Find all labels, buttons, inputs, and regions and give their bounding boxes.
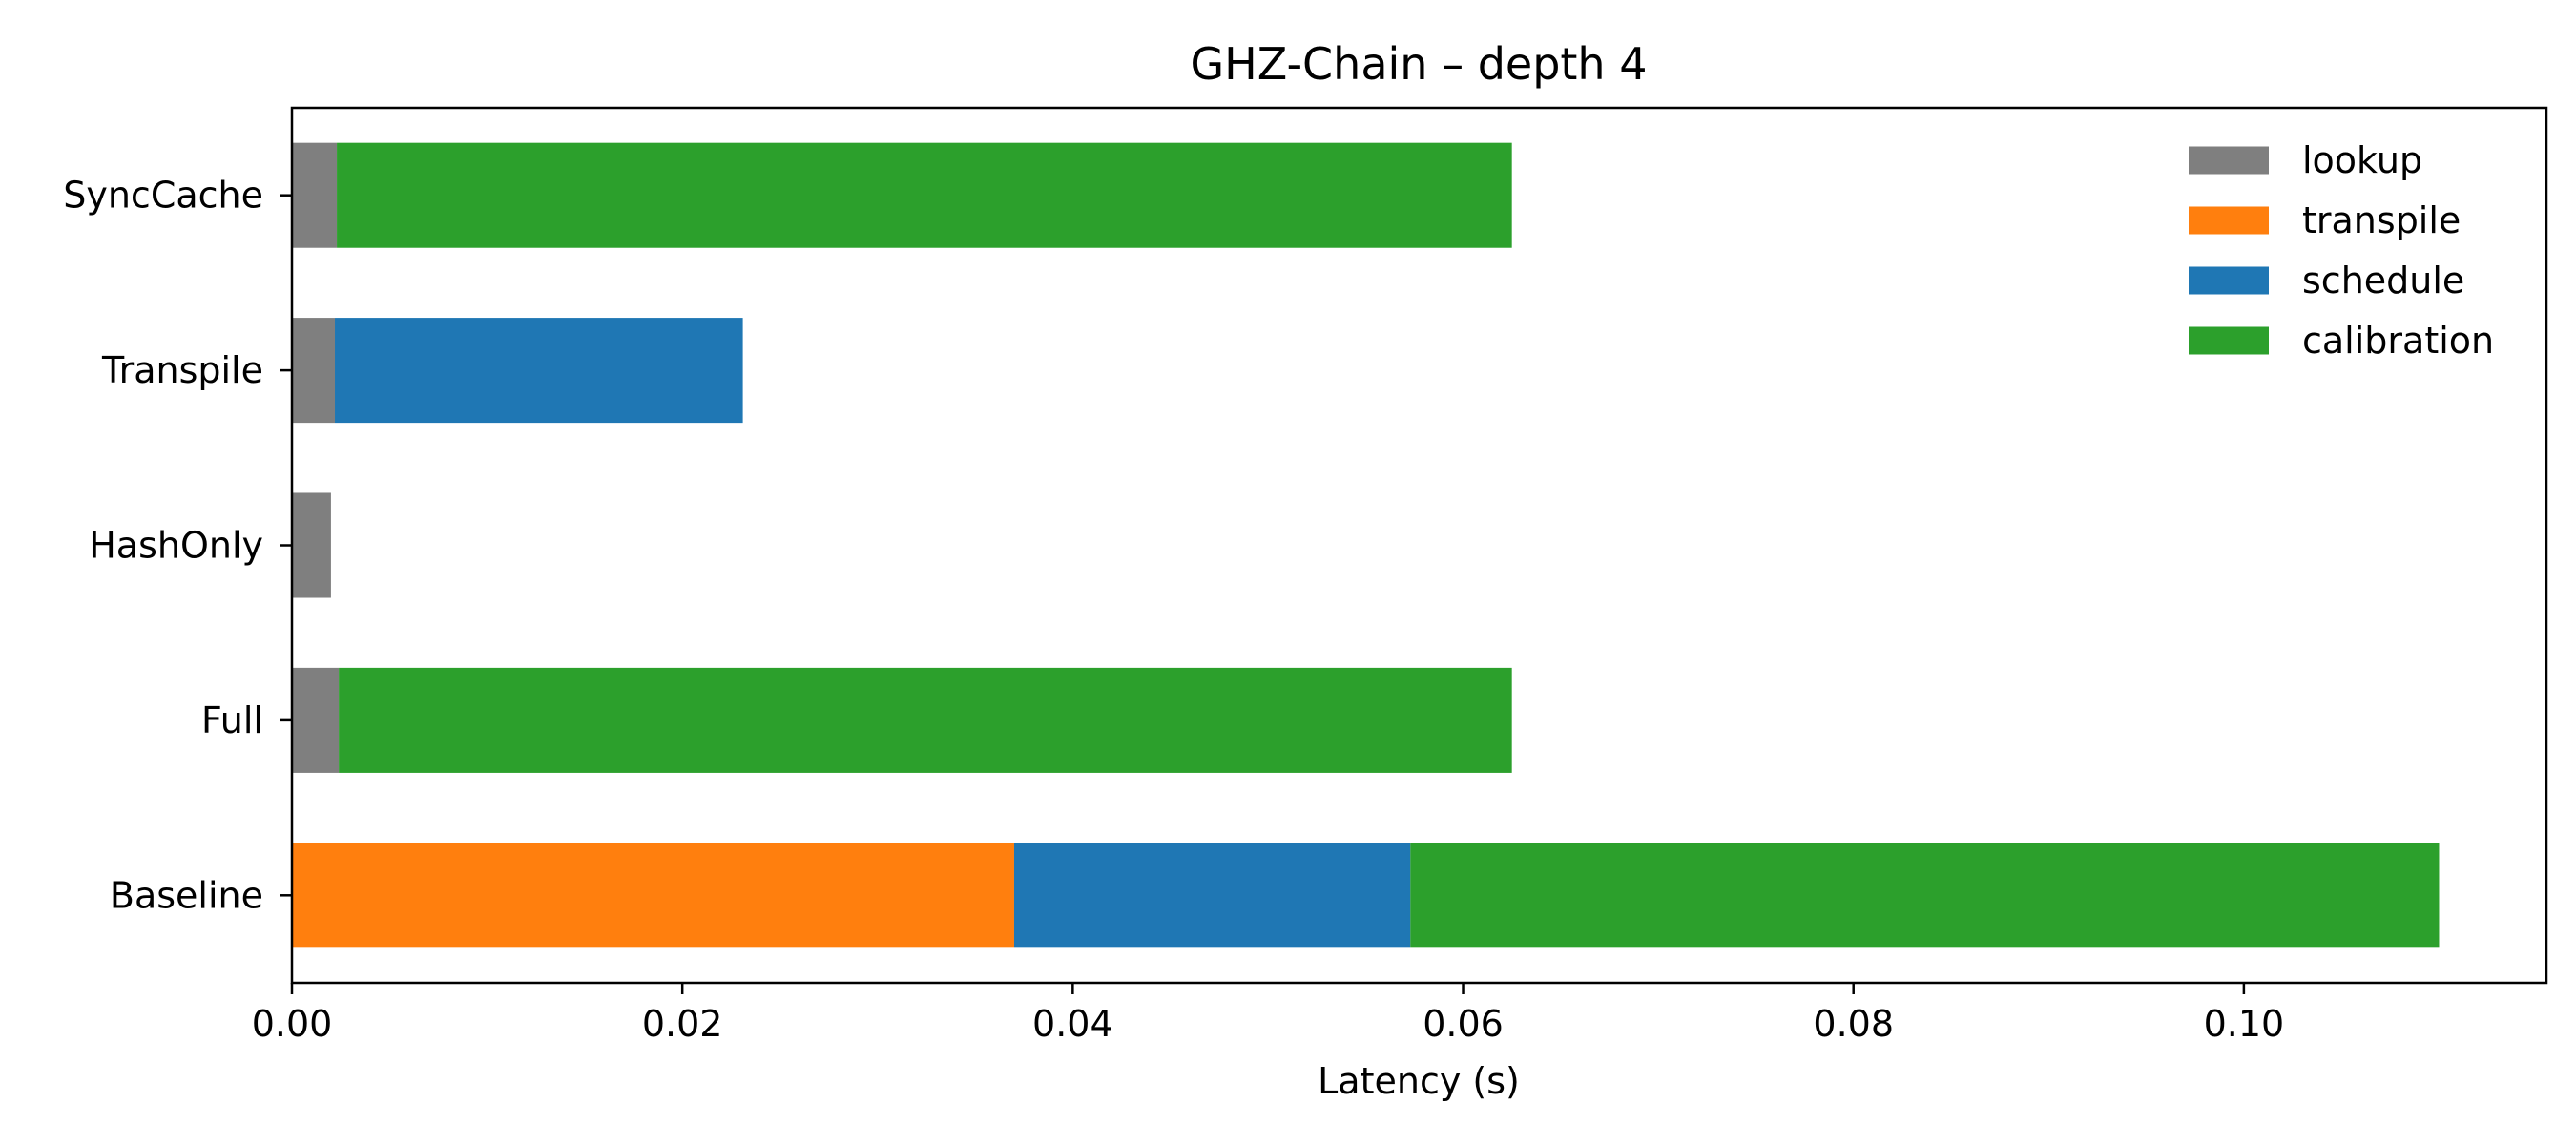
x-tick-label: 0.08 xyxy=(1813,1003,1894,1045)
y-tick-label-synccache: SyncCache xyxy=(63,175,263,217)
legend-label-calibration: calibration xyxy=(2302,320,2494,362)
y-tick-label-baseline: Baseline xyxy=(110,874,263,916)
bar-synccache-calibration xyxy=(337,142,1512,248)
x-tick-label: 0.02 xyxy=(642,1003,723,1045)
bar-full-lookup xyxy=(292,667,340,773)
x-tick-label: 0.04 xyxy=(1032,1003,1113,1045)
axes-layer: 0.00 0.02 0.04 0.06 0.08 0.10 Baseline Full Hash… xyxy=(63,106,2548,1045)
bar-baseline-transpile xyxy=(292,843,1014,948)
legend-label-lookup: lookup xyxy=(2302,139,2422,181)
legend-label-schedule: schedule xyxy=(2302,260,2464,302)
bar-hashonly-lookup xyxy=(292,492,331,598)
legend-swatch-schedule xyxy=(2189,266,2269,295)
bar-synccache-lookup xyxy=(292,142,338,248)
x-tick-label: 0.06 xyxy=(1423,1003,1504,1045)
x-axis-label: Latency (s) xyxy=(1318,1060,1520,1102)
legend-label-transpile: transpile xyxy=(2302,199,2461,241)
y-tick-label-transpile: Transpile xyxy=(101,349,263,391)
legend-swatch-lookup xyxy=(2189,146,2269,175)
x-tick-label: 0.10 xyxy=(2204,1003,2285,1045)
bar-full-calibration xyxy=(339,667,1512,773)
chart-title: GHZ-Chain – depth 4 xyxy=(1191,38,1648,90)
bar-baseline-schedule xyxy=(1013,843,1411,948)
bars-layer xyxy=(292,142,2440,948)
x-tick-label: 0.00 xyxy=(252,1003,333,1045)
legend: lookup transpile schedule calibration xyxy=(2189,139,2494,362)
bar-transpile-schedule xyxy=(335,318,743,424)
legend-swatch-transpile xyxy=(2189,206,2269,235)
y-tick-label-full: Full xyxy=(201,699,263,741)
y-tick-label-hashonly: HashOnly xyxy=(89,525,263,567)
bar-transpile-lookup xyxy=(292,318,336,424)
bar-baseline-calibration xyxy=(1410,843,2440,948)
legend-swatch-calibration xyxy=(2189,326,2269,355)
